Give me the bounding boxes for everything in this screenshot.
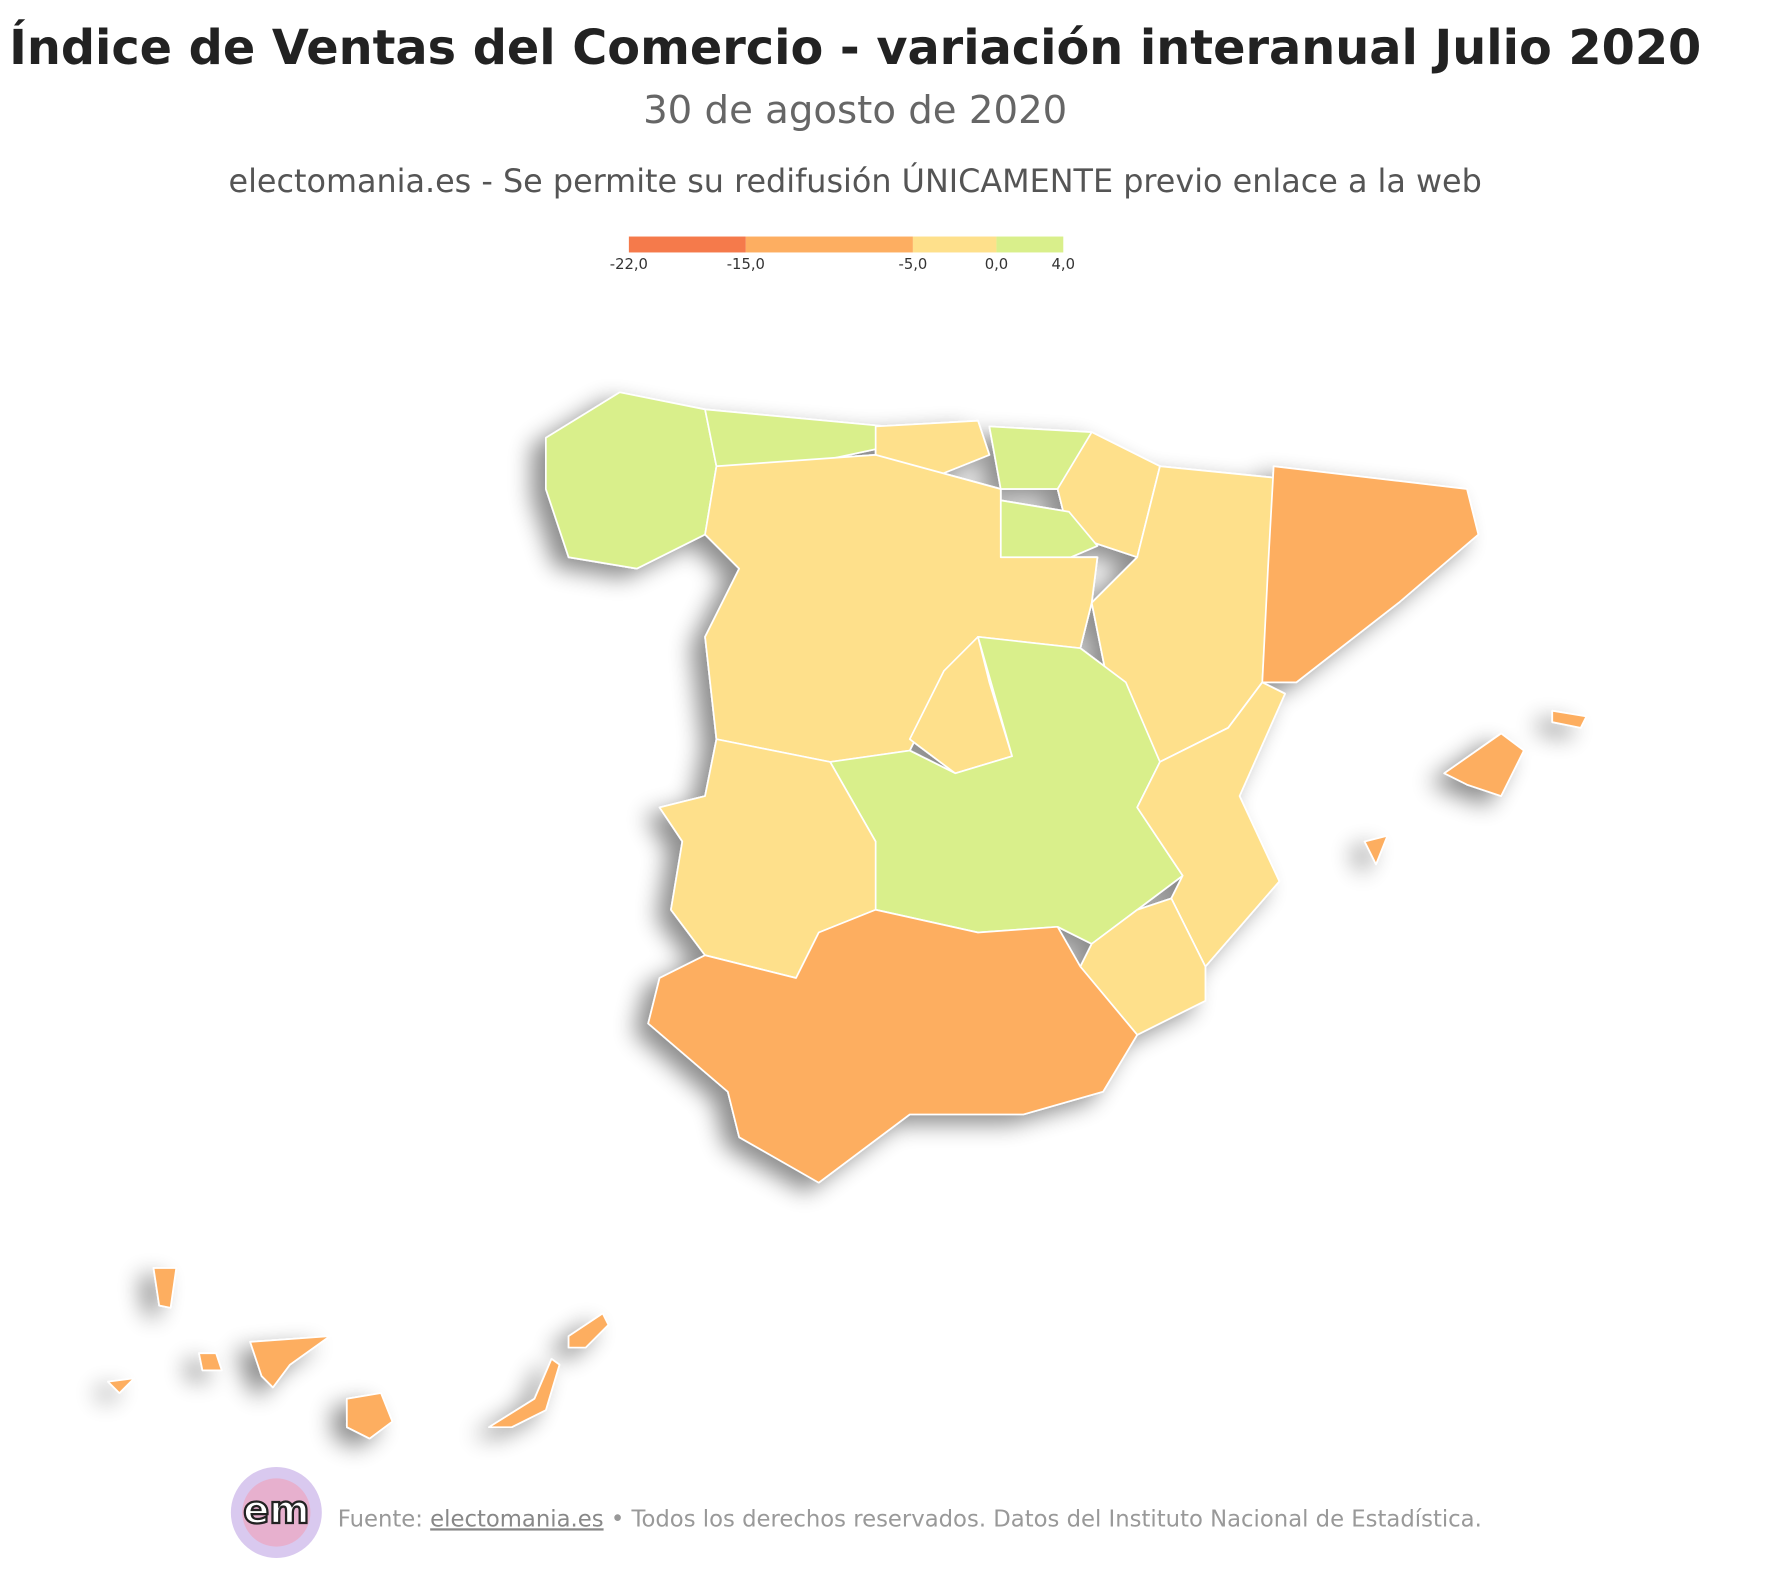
- region: [198, 1352, 223, 1372]
- region: [488, 1358, 561, 1429]
- region: [647, 908, 1139, 1184]
- legend-label: -5,0: [899, 256, 928, 273]
- legend-bin: [628, 236, 746, 253]
- region: [545, 391, 718, 570]
- region: [1136, 681, 1286, 968]
- legend-label: -22,0: [610, 256, 648, 273]
- region: [345, 1392, 394, 1440]
- credit: electomania.es - Se permite su redifusió…: [228, 161, 1481, 200]
- subtitle: 30 de agosto de 2020: [643, 88, 1067, 133]
- logo-text: em: [243, 1488, 310, 1533]
- legend-bin: [745, 236, 913, 253]
- title: Índice de Ventas del Comercio - variació…: [9, 19, 1701, 76]
- region: [1056, 431, 1161, 559]
- legend-label: 4,0: [1052, 256, 1075, 273]
- region: [567, 1312, 610, 1349]
- footer-rest: • Todos los derechos reservados. Datos d…: [611, 1506, 1482, 1532]
- footer-link[interactable]: electomania.es: [430, 1506, 603, 1532]
- region: [249, 1335, 331, 1389]
- legend-label: -15,0: [727, 256, 765, 273]
- legend: -22,0 -15,0 -5,0 0,0 4,0: [610, 236, 1075, 273]
- canvas: Índice de Ventas del Comercio - variació…: [9, 19, 1701, 1558]
- logo-inner: [242, 1478, 311, 1547]
- region: [1443, 732, 1525, 797]
- region: [1261, 465, 1480, 684]
- region: [1363, 834, 1389, 866]
- legend-bin: [996, 236, 1064, 253]
- region: [1551, 709, 1588, 729]
- footer: Fuente: electomania.es • Todos los derec…: [338, 1506, 1482, 1532]
- region: [152, 1267, 178, 1309]
- region: [107, 1377, 136, 1394]
- footer-label: Fuente:: [338, 1506, 423, 1532]
- map: [107, 391, 1588, 1440]
- legend-label: 0,0: [985, 256, 1008, 273]
- legend-bin: [912, 236, 997, 253]
